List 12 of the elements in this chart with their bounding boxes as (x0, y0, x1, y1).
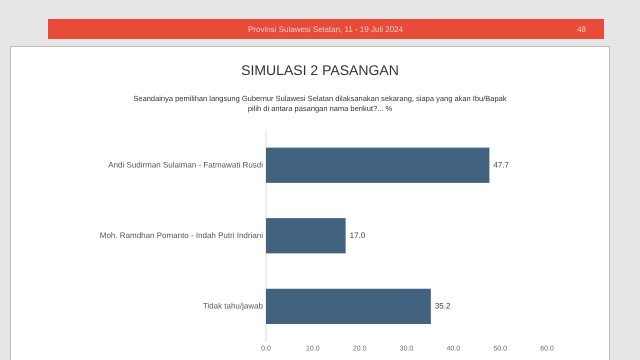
text: Provinsi Sulawesi Selatan, 11 - 19 Juli 2024 (248, 25, 404, 34)
chart-title: SIMULASI 2 PASANGAN (240, 62, 400, 78)
data-label: 17.0 (350, 231, 366, 240)
y-tick-label: Tidak tahu/jawab (202, 302, 264, 311)
bar (266, 288, 431, 324)
data-label: 35.2 (434, 302, 451, 311)
bar (266, 148, 490, 183)
text: 48 (577, 25, 586, 34)
y-tick-label: Andi Sudirman Sulaiman - Fatmawati Rusdi (108, 160, 264, 170)
y-tick-label: Moh. Ramdhan Pomanto - Indah Putri Indriani (100, 231, 264, 240)
data-label: 47.7 (493, 160, 510, 170)
bar (266, 218, 346, 254)
